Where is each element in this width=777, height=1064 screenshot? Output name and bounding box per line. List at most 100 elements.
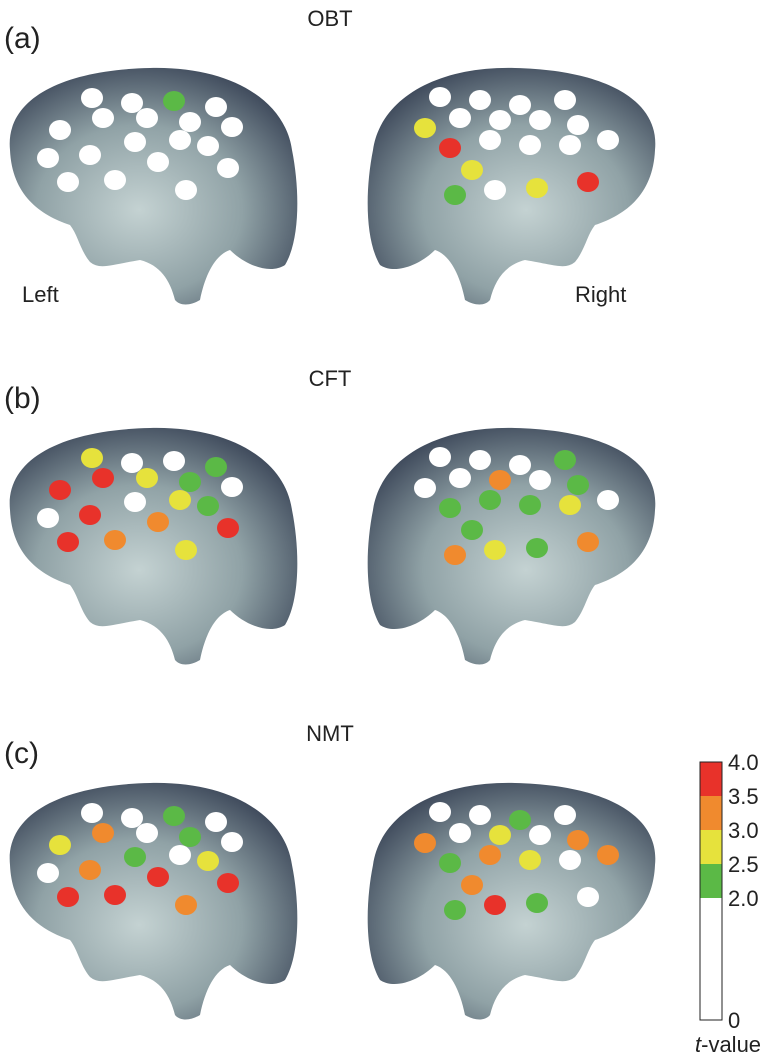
channel xyxy=(175,895,197,915)
channel xyxy=(57,532,79,552)
channel xyxy=(205,812,227,832)
colorbar-tick-label: 2.5 xyxy=(728,852,759,877)
channel xyxy=(577,887,599,907)
channel xyxy=(81,803,103,823)
channel xyxy=(221,117,243,137)
channel xyxy=(519,850,541,870)
channel xyxy=(461,160,483,180)
channel xyxy=(439,498,461,518)
channel xyxy=(49,120,71,140)
channel xyxy=(449,823,471,843)
channel xyxy=(81,88,103,108)
colorbar-tick-label: 0 xyxy=(728,1008,740,1033)
channel xyxy=(444,545,466,565)
channel xyxy=(559,850,581,870)
colorbar-label-rest: -value xyxy=(701,1032,761,1057)
colorbar-segment xyxy=(700,864,722,898)
channel xyxy=(121,93,143,113)
hemisphere-label: Right xyxy=(575,282,626,307)
panel-title: OBT xyxy=(307,6,352,31)
colorbar-tick-label: 4.0 xyxy=(728,750,759,775)
channel xyxy=(104,530,126,550)
panel-label: (c) xyxy=(4,737,39,770)
channel xyxy=(136,468,158,488)
channel xyxy=(597,490,619,510)
channel xyxy=(577,172,599,192)
channel xyxy=(479,130,501,150)
channel xyxy=(529,110,551,130)
channel xyxy=(175,540,197,560)
channel xyxy=(92,468,114,488)
channel xyxy=(92,108,114,128)
channel xyxy=(92,823,114,843)
channel xyxy=(104,170,126,190)
channel xyxy=(559,495,581,515)
hemisphere-label: Left xyxy=(22,282,59,307)
channel xyxy=(197,496,219,516)
channel xyxy=(163,91,185,111)
channel xyxy=(526,178,548,198)
panel: (c) NMT xyxy=(4,721,656,1020)
channel xyxy=(484,540,506,560)
colorbar-segment xyxy=(700,762,722,796)
channel xyxy=(519,495,541,515)
channel xyxy=(217,158,239,178)
colorbar-tick-label: 3.0 xyxy=(728,818,759,843)
colorbar-label: t-value xyxy=(695,1032,761,1057)
channel xyxy=(104,885,126,905)
channel xyxy=(121,453,143,473)
channel xyxy=(49,480,71,500)
channel xyxy=(37,863,59,883)
colorbar-tick-label: 3.5 xyxy=(728,784,759,809)
channel xyxy=(49,835,71,855)
channel xyxy=(461,875,483,895)
channel xyxy=(444,900,466,920)
panel: (b) CFT xyxy=(4,366,656,665)
channel xyxy=(461,520,483,540)
channel xyxy=(449,468,471,488)
channel xyxy=(57,172,79,192)
channel xyxy=(414,118,436,138)
channel xyxy=(179,112,201,132)
channel xyxy=(439,853,461,873)
channel xyxy=(414,478,436,498)
channel xyxy=(489,825,511,845)
channel xyxy=(489,110,511,130)
panel-label: (b) xyxy=(4,382,41,415)
channel xyxy=(554,90,576,110)
channel xyxy=(429,447,451,467)
colorbar-segment xyxy=(700,898,722,1020)
channel xyxy=(169,490,191,510)
channel xyxy=(429,802,451,822)
channel xyxy=(79,505,101,525)
channel xyxy=(509,455,531,475)
channel xyxy=(79,145,101,165)
channel xyxy=(124,132,146,152)
channel xyxy=(489,470,511,490)
channel xyxy=(414,833,436,853)
channel xyxy=(169,845,191,865)
channel xyxy=(469,805,491,825)
channel xyxy=(175,180,197,200)
channel xyxy=(519,135,541,155)
channel xyxy=(147,152,169,172)
channel xyxy=(469,450,491,470)
channel xyxy=(526,538,548,558)
channel xyxy=(205,97,227,117)
channel xyxy=(559,135,581,155)
channel xyxy=(509,95,531,115)
panel-label: (a) xyxy=(4,22,41,55)
channel xyxy=(479,490,501,510)
channel xyxy=(179,827,201,847)
channel xyxy=(217,518,239,538)
channel xyxy=(597,845,619,865)
channel xyxy=(526,893,548,913)
channel xyxy=(217,873,239,893)
channel xyxy=(554,805,576,825)
channel xyxy=(484,180,506,200)
channel xyxy=(567,830,589,850)
brain-left xyxy=(9,427,298,665)
channel xyxy=(147,867,169,887)
